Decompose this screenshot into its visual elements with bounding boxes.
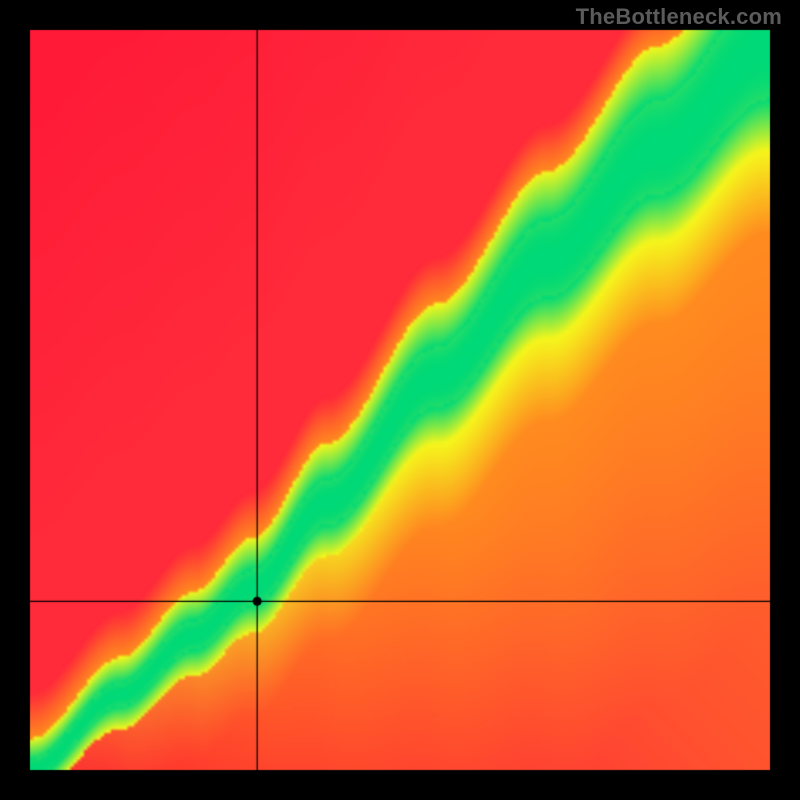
watermark-label: TheBottleneck.com [576, 4, 782, 30]
chart-container: TheBottleneck.com [0, 0, 800, 800]
bottleneck-heatmap [0, 0, 800, 800]
